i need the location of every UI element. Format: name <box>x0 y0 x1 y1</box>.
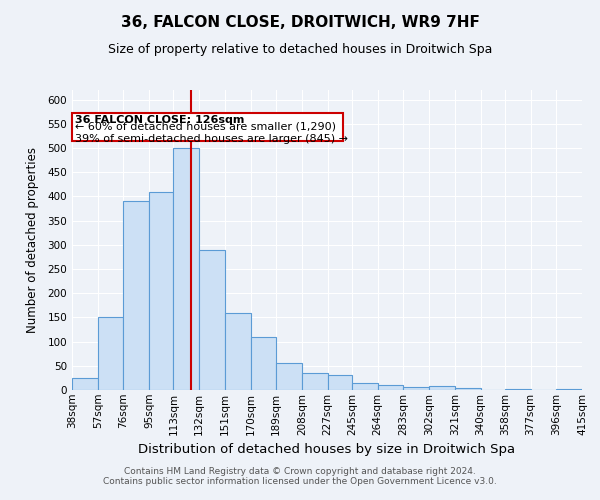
Bar <box>505 388 530 390</box>
Bar <box>302 373 328 390</box>
Y-axis label: Number of detached properties: Number of detached properties <box>26 147 39 333</box>
Bar <box>251 337 276 390</box>
Bar <box>72 378 98 390</box>
Bar <box>429 386 455 390</box>
Text: 36, FALCON CLOSE, DROITWICH, WR9 7HF: 36, FALCON CLOSE, DROITWICH, WR9 7HF <box>121 15 479 30</box>
Bar <box>378 385 403 390</box>
Bar <box>276 364 302 390</box>
Bar <box>98 318 124 390</box>
Bar <box>352 382 378 390</box>
FancyBboxPatch shape <box>72 113 343 141</box>
Text: Size of property relative to detached houses in Droitwich Spa: Size of property relative to detached ho… <box>108 42 492 56</box>
Bar <box>173 148 199 390</box>
Text: Contains public sector information licensed under the Open Government Licence v3: Contains public sector information licen… <box>103 477 497 486</box>
Bar <box>328 376 352 390</box>
Bar <box>149 192 173 390</box>
Bar <box>556 389 582 390</box>
Bar <box>403 386 429 390</box>
Bar <box>455 388 481 390</box>
Text: Contains HM Land Registry data © Crown copyright and database right 2024.: Contains HM Land Registry data © Crown c… <box>124 467 476 476</box>
Bar <box>124 202 149 390</box>
Text: 36 FALCON CLOSE: 126sqm: 36 FALCON CLOSE: 126sqm <box>75 115 244 125</box>
Bar <box>199 250 225 390</box>
Text: ← 60% of detached houses are smaller (1,290)
39% of semi-detached houses are lar: ← 60% of detached houses are smaller (1,… <box>75 122 348 144</box>
X-axis label: Distribution of detached houses by size in Droitwich Spa: Distribution of detached houses by size … <box>139 443 515 456</box>
Bar <box>225 312 251 390</box>
